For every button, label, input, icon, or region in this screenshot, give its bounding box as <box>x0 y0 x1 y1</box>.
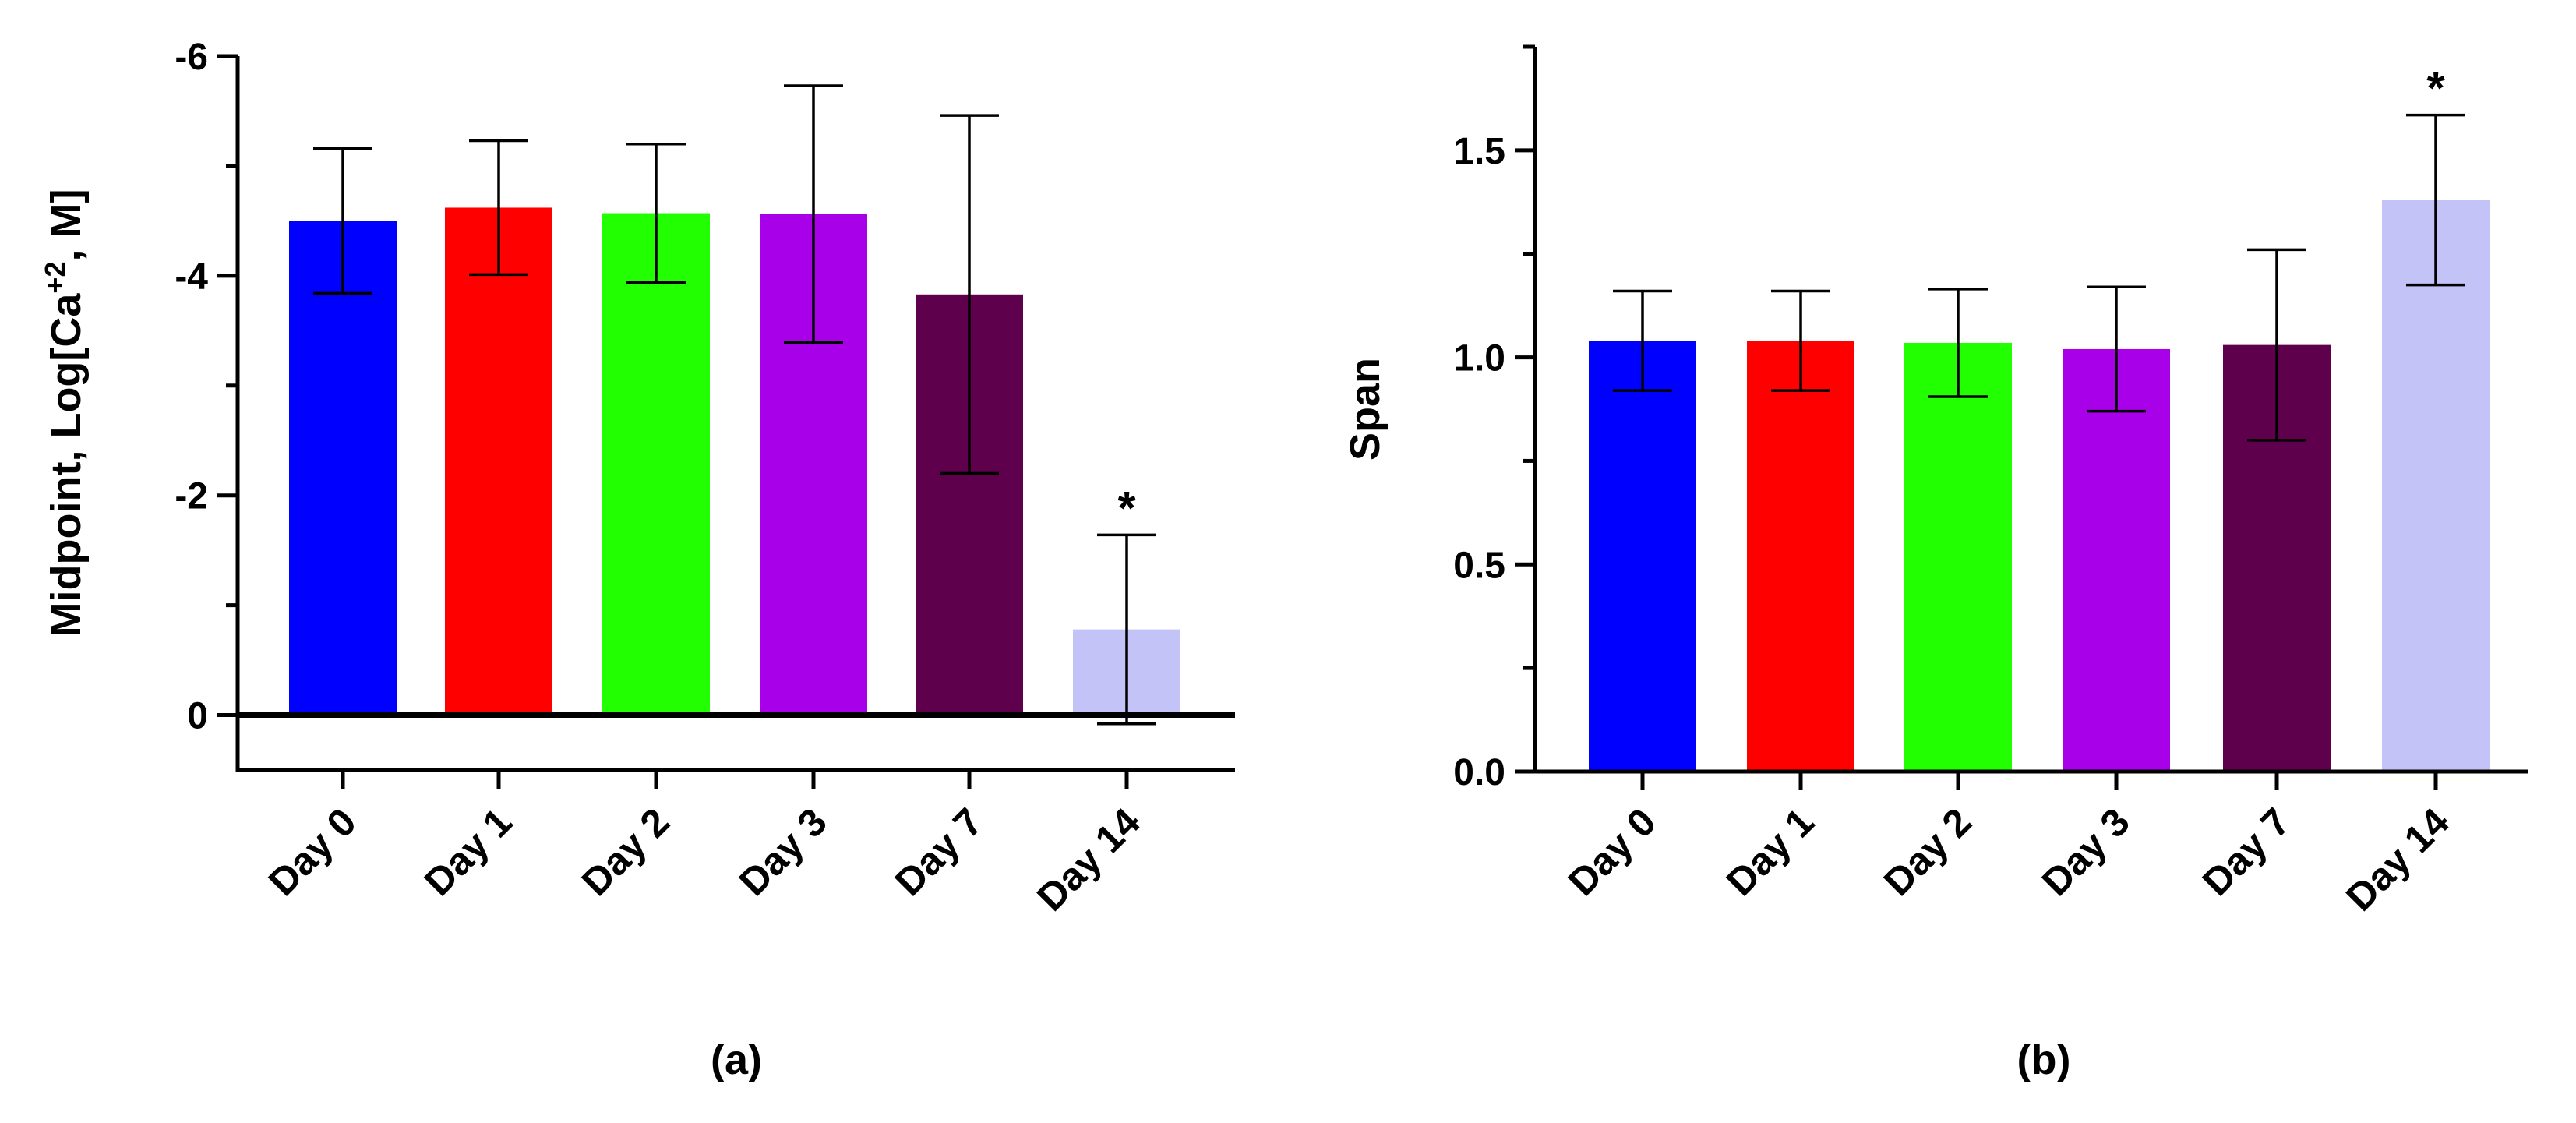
panel-a-x-tick-label: Day 7 <box>887 800 991 904</box>
panel-b-x-tick-label: Day 0 <box>1560 800 1664 904</box>
panel-b-bar-day-1 <box>1747 341 1854 772</box>
panel-a-x-tick-label: Day 1 <box>416 800 520 904</box>
panel-a-panel-label: (a) <box>711 1036 762 1083</box>
panel-b-x-tick-label: Day 1 <box>1718 800 1823 904</box>
panel-b-y-tick-label: 0.0 <box>1453 752 1505 793</box>
panel-a-x-tick-label: Day 3 <box>731 800 835 904</box>
panel-a-bar-day-2 <box>602 213 710 715</box>
panel-a-x-tick-label: Day 2 <box>573 800 678 904</box>
panel-b-bar-day-14 <box>2382 200 2490 772</box>
panel-a-y-tick-label: 0 <box>187 696 208 737</box>
panel-b-y-tick-label: 1.0 <box>1453 338 1505 380</box>
panel-b-y-tick-label: 0.5 <box>1453 545 1505 586</box>
panel-a-x-tick-label: Day 14 <box>1029 800 1149 920</box>
panel-a-chart: * 0 -2 -4 -6 Day 0 Day 1 Day 2 Day 3 Day 7 Day 14 M… <box>39 37 1235 1083</box>
panel-b-x-tick-label: Day 14 <box>2338 800 2458 920</box>
panel-b-bar-day-0 <box>1589 341 1696 772</box>
panel-a-y-tick-label: -6 <box>175 37 208 78</box>
panel-b-y-tick-label: 1.5 <box>1453 131 1505 172</box>
panel-b-x-tick-label: Day 3 <box>2034 800 2138 904</box>
panel-b-significance-marker: * <box>2426 62 2445 115</box>
panel-b-x-tick-label: Day 7 <box>2194 800 2299 904</box>
panel-b-bar-day-3 <box>2063 348 2170 772</box>
panel-b-y-axis-title: Span <box>1342 358 1389 461</box>
panel-a-significance-marker: * <box>1117 482 1136 534</box>
panel-b-x-tick-label: Day 2 <box>1876 800 1980 904</box>
panel-a-bar-day-0 <box>289 221 397 715</box>
panel-b-bar-day-2 <box>1904 342 2012 772</box>
panel-a-y-axis-title: Midpoint, Log[Ca+2, M] <box>39 189 90 637</box>
panel-b-panel-label: (b) <box>2017 1036 2071 1083</box>
panel-a-x-tick-label: Day 0 <box>260 800 365 904</box>
panel-b-chart: * 0.0 0.5 1.0 1.5 Day 0 Day 1 Day 2 Day 3 Day 7 Da… <box>1342 44 2528 1083</box>
panel-a-y-tick-label: -4 <box>175 256 208 298</box>
panel-a-bar-day-1 <box>445 207 552 715</box>
panel-a-y-tick-label: -2 <box>175 476 208 517</box>
